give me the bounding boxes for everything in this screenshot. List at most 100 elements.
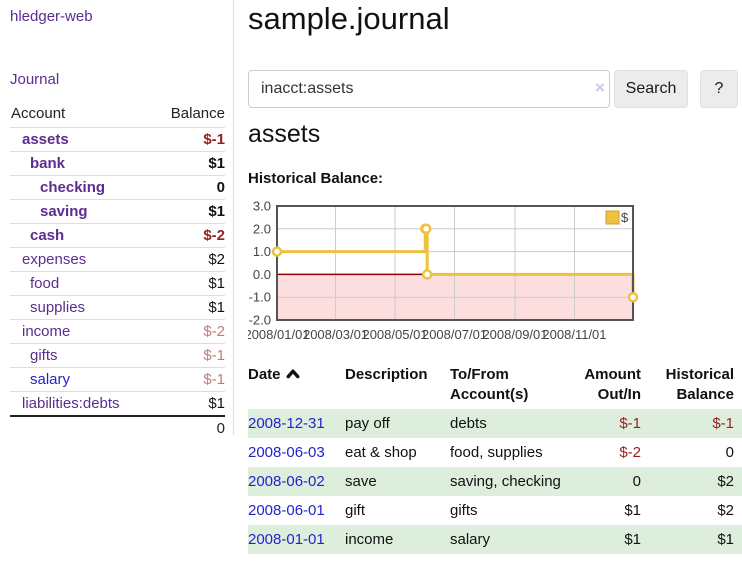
svg-text:2008/01/01: 2008/01/01 bbox=[248, 327, 310, 342]
account-row: bank $1 bbox=[10, 151, 225, 176]
clear-search-icon[interactable]: × bbox=[595, 78, 605, 97]
description-column-header: Description bbox=[345, 366, 428, 383]
transaction-date-link[interactable]: 2008-06-01 bbox=[248, 502, 325, 519]
account-balance: $2 bbox=[152, 247, 225, 272]
transaction-amount: $1 bbox=[624, 531, 641, 548]
chart-title: Historical Balance: bbox=[248, 170, 384, 187]
search-form: × Search ? bbox=[248, 70, 742, 108]
transaction-accounts: gifts bbox=[450, 502, 478, 519]
account-total-row: 0 bbox=[10, 415, 225, 440]
account-row: saving $1 bbox=[10, 199, 225, 224]
account-row: supplies $1 bbox=[10, 295, 225, 320]
svg-text:2008/11/01: 2008/11/01 bbox=[542, 327, 606, 342]
account-link[interactable]: gifts bbox=[10, 343, 153, 368]
transaction-description: pay off bbox=[345, 415, 390, 432]
account-balance: $-2 bbox=[152, 319, 225, 344]
svg-text:2008/09/01: 2008/09/01 bbox=[482, 327, 547, 342]
svg-text:-2.0: -2.0 bbox=[249, 313, 271, 328]
account-link[interactable]: food bbox=[10, 271, 153, 296]
register-row: 2008-01-01 income salary $1 $1 bbox=[248, 525, 742, 554]
transaction-amount: $-1 bbox=[619, 415, 641, 432]
app-brand-link[interactable]: hledger-web bbox=[10, 8, 93, 25]
account-balance: $1 bbox=[152, 151, 225, 176]
svg-text:2008/03/01: 2008/03/01 bbox=[303, 327, 368, 342]
transaction-date-link[interactable]: 2008-06-03 bbox=[248, 444, 325, 461]
svg-text:2008/07/01: 2008/07/01 bbox=[422, 327, 487, 342]
account-link[interactable]: bank bbox=[10, 151, 153, 176]
help-button[interactable]: ? bbox=[700, 70, 738, 108]
transaction-balance: $2 bbox=[717, 502, 734, 519]
account-link[interactable]: income bbox=[10, 319, 153, 344]
page-title: sample.journal bbox=[248, 1, 450, 36]
account-link[interactable]: checking bbox=[10, 175, 153, 200]
sidebar-item-journal[interactable]: Journal bbox=[10, 71, 60, 88]
account-balance: $1 bbox=[152, 271, 225, 296]
main-content: sample.journal × Search ? assets Histori… bbox=[248, 0, 742, 582]
transaction-description: eat & shop bbox=[345, 444, 417, 461]
transaction-date-link[interactable]: 2008-01-01 bbox=[248, 531, 325, 548]
register-header-row: Date Description To/From Account(s) Amou… bbox=[248, 361, 742, 409]
account-link[interactable]: assets bbox=[10, 127, 153, 152]
transaction-date-link[interactable]: 2008-06-02 bbox=[248, 473, 325, 490]
accounts-column-header: To/From Account(s) bbox=[450, 366, 529, 403]
register-row: 2008-06-02 save saving, checking 0 $2 bbox=[248, 467, 742, 496]
transaction-balance: $2 bbox=[717, 473, 734, 490]
account-balance: $-1 bbox=[152, 343, 225, 368]
account-link[interactable]: salary bbox=[10, 367, 153, 392]
account-balance: $-1 bbox=[152, 367, 225, 392]
account-tree-body: assets $-1 bank $1 checking 0 saving $1 cash $-2 e… bbox=[10, 127, 225, 416]
transaction-balance: $1 bbox=[717, 531, 734, 548]
search-button[interactable]: Search bbox=[614, 70, 688, 108]
search-input[interactable] bbox=[248, 70, 610, 108]
amount-column-header: Amount Out/In bbox=[584, 366, 641, 403]
account-link[interactable]: saving bbox=[10, 199, 153, 224]
account-balance: $-1 bbox=[152, 127, 225, 152]
account-link[interactable]: expenses bbox=[10, 247, 153, 272]
register-row: 2008-06-03 eat & shop food, supplies $-2 0 bbox=[248, 438, 742, 467]
account-row: expenses $2 bbox=[10, 247, 225, 272]
transaction-amount: $1 bbox=[624, 502, 641, 519]
transaction-balance: 0 bbox=[725, 444, 734, 461]
transaction-amount: $-2 bbox=[619, 444, 641, 461]
account-row: checking 0 bbox=[10, 175, 225, 200]
account-tree-header: Account Balance bbox=[10, 102, 225, 128]
account-heading: assets bbox=[248, 120, 321, 148]
account-balance: 0 bbox=[152, 175, 225, 200]
account-balance: $1 bbox=[152, 199, 225, 224]
svg-text:-1.0: -1.0 bbox=[249, 290, 271, 305]
transaction-date-link[interactable]: 2008-12-31 bbox=[248, 415, 325, 432]
svg-text:0.0: 0.0 bbox=[253, 267, 271, 282]
legend-label: $ bbox=[621, 210, 629, 225]
account-row: liabilities:debts $1 bbox=[10, 391, 225, 416]
register-row: 2008-12-31 pay off debts $-1 $-1 bbox=[248, 409, 742, 438]
date-column-header[interactable]: Date bbox=[248, 361, 345, 409]
account-row: gifts $-1 bbox=[10, 343, 225, 368]
account-link[interactable]: liabilities:debts bbox=[10, 391, 153, 416]
legend-swatch bbox=[605, 210, 620, 225]
account-link[interactable]: supplies bbox=[10, 295, 153, 320]
account-total-value: 0 bbox=[152, 415, 225, 440]
svg-text:2008/05/01: 2008/05/01 bbox=[362, 327, 427, 342]
account-row: food $1 bbox=[10, 271, 225, 296]
transaction-accounts: food, supplies bbox=[450, 444, 543, 461]
account-link[interactable]: cash bbox=[10, 223, 153, 248]
transaction-balance: $-1 bbox=[712, 415, 734, 432]
sort-ascending-icon bbox=[286, 365, 300, 385]
transaction-description: income bbox=[345, 531, 394, 548]
account-total-spacer bbox=[10, 415, 153, 440]
historical-balance-chart: $3.0 2.0 1.0 0.0 -1.0 -2.02008/01/012008/03/0… bbox=[248, 199, 639, 342]
account-balance: $-2 bbox=[152, 223, 225, 248]
transaction-description: save bbox=[345, 473, 377, 490]
register-body: 2008-12-31 pay off debts $-1 $-1 2008-06-03 ea… bbox=[248, 409, 742, 554]
sidebar: hledger-web Journal Account Balance asse… bbox=[0, 0, 234, 440]
account-balance: $1 bbox=[152, 295, 225, 320]
transaction-accounts: debts bbox=[450, 415, 487, 432]
transaction-accounts: salary bbox=[450, 531, 491, 548]
svg-text:1.0: 1.0 bbox=[253, 244, 271, 259]
transaction-amount: 0 bbox=[632, 473, 641, 490]
svg-text:2.0: 2.0 bbox=[253, 221, 271, 236]
transaction-accounts: saving, checking bbox=[450, 473, 561, 490]
svg-text:3.0: 3.0 bbox=[253, 199, 271, 214]
register-table: Date Description To/From Account(s) Amou… bbox=[248, 361, 742, 554]
account-column-header: Account bbox=[11, 105, 66, 122]
